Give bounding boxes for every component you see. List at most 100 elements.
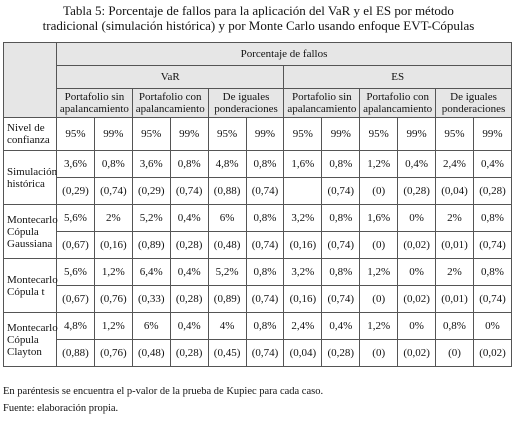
p-value: (0,02) xyxy=(397,339,437,367)
p-value: (0,48) xyxy=(131,339,171,367)
confidence-level: 95% xyxy=(435,117,474,151)
p-value: (0,74) xyxy=(169,177,209,205)
p-value: (0,67) xyxy=(56,285,95,313)
failure-rate: 2% xyxy=(435,258,474,286)
failure-rate: 0,4% xyxy=(169,204,209,232)
failure-rate: 2,4% xyxy=(435,150,474,178)
portfolio-header: Portafolio con apalancamiento xyxy=(131,88,209,118)
failure-rate: 0% xyxy=(397,312,437,340)
confidence-level: 99% xyxy=(169,117,209,151)
portfolio-header: Portafolio sin apalancamiento xyxy=(283,88,361,118)
confidence-row: Nivel de confianza 95% 99% 95% 99% 95% 99% 95% 9… xyxy=(3,117,513,151)
p-value: (0) xyxy=(359,231,399,259)
confidence-level: 99% xyxy=(397,117,437,151)
failure-rate: 3,2% xyxy=(283,258,323,286)
p-value: (0) xyxy=(359,177,399,205)
p-value: (0,28) xyxy=(472,177,513,205)
failure-rate: 0,8% xyxy=(321,150,361,178)
p-value-row: (0,67) (0,16) (0,89) (0,28) (0,48) (0,74) (0,1… xyxy=(4,231,513,259)
confidence-level: 95% xyxy=(359,117,399,151)
failure-rate: 3,6% xyxy=(56,150,95,178)
p-value: (0,28) xyxy=(397,177,437,205)
failure-rate: 5,2% xyxy=(207,258,247,286)
failure-rate: 6,4% xyxy=(131,258,171,286)
p-value xyxy=(283,177,323,205)
p-value: (0,04) xyxy=(435,177,474,205)
failure-rate: 0,8% xyxy=(321,258,361,286)
p-value: (0,02) xyxy=(472,339,513,367)
failure-rate: 1,2% xyxy=(359,150,399,178)
failure-rate: 0% xyxy=(397,204,437,232)
failure-rate: 0,4% xyxy=(321,312,361,340)
p-value: (0,28) xyxy=(169,285,209,313)
p-value: (0,33) xyxy=(131,285,171,313)
failure-rate: 0% xyxy=(397,258,437,286)
p-value: (0,02) xyxy=(397,285,437,313)
p-value: (0,74) xyxy=(472,285,513,313)
row-label: Nivel de confianza xyxy=(3,117,57,151)
p-value: (0,02) xyxy=(397,231,437,259)
confidence-level: 95% xyxy=(207,117,247,151)
header-row: Porcentaje de fallos xyxy=(3,42,512,118)
failure-rate: 2,4% xyxy=(283,312,323,340)
p-value: (0,74) xyxy=(93,177,133,205)
p-value: (0,76) xyxy=(93,339,133,367)
method-label: Montecarlo Cópula t xyxy=(3,258,58,313)
p-value: (0,29) xyxy=(131,177,171,205)
p-value: (0,45) xyxy=(207,339,247,367)
p-value: (0,48) xyxy=(207,231,247,259)
p-value: (0,89) xyxy=(207,285,247,313)
p-value: (0,16) xyxy=(93,231,133,259)
p-value: (0,28) xyxy=(169,231,209,259)
failure-rate: 0,4% xyxy=(169,258,209,286)
portfolio-header: De iguales ponderaciones xyxy=(435,88,512,118)
failure-rate: 4,8% xyxy=(56,312,95,340)
header-row: Portafolio sin apalancamiento Portafolio … xyxy=(4,88,512,118)
p-value-row: (0,29) (0,74) (0,29) (0,74) (0,88) (0,74) (0,7… xyxy=(4,177,513,205)
method-label: Montecarlo Cópula Gaussiana xyxy=(3,204,58,259)
failure-row: Simulación histórica 3,6% 0,8% 3,6% 0,8% 4,8%… xyxy=(3,150,513,205)
p-value: (0,16) xyxy=(283,231,323,259)
portfolio-header: Portafolio sin apalancamiento xyxy=(56,88,133,118)
failure-rate: 0,8% xyxy=(169,150,209,178)
failure-rate: 1,2% xyxy=(93,312,133,340)
failure-rate: 1,2% xyxy=(359,258,399,286)
p-value: (0,28) xyxy=(321,339,361,367)
table-caption: Tabla 5: Porcentaje de fallos para la ap… xyxy=(42,3,475,33)
failure-rate: 4% xyxy=(207,312,247,340)
method-label: Montecarlo Cópula Clayton xyxy=(3,312,58,367)
failure-rate: 1,2% xyxy=(93,258,133,286)
confidence-level: 99% xyxy=(472,117,513,151)
failure-rate: 0,8% xyxy=(245,150,285,178)
p-value: (0,29) xyxy=(56,177,95,205)
p-value: (0,74) xyxy=(245,231,285,259)
corner-cell xyxy=(3,42,57,118)
failure-rate: 5,6% xyxy=(56,204,95,232)
confidence-level: 99% xyxy=(245,117,285,151)
failure-rate: 0,8% xyxy=(435,312,474,340)
failure-rate: 1,6% xyxy=(359,204,399,232)
failure-rate: 1,6% xyxy=(283,150,323,178)
confidence-level: 95% xyxy=(56,117,95,151)
failure-rate: 3,2% xyxy=(283,204,323,232)
p-value: (0,28) xyxy=(169,339,209,367)
p-value: (0) xyxy=(359,339,399,367)
failure-rate: 0,8% xyxy=(245,204,285,232)
confidence-level: 95% xyxy=(283,117,323,151)
measure-header: VaR xyxy=(55,65,285,89)
p-value: (0,01) xyxy=(435,285,474,313)
p-value: (0,74) xyxy=(321,177,361,205)
failure-rate: 0,4% xyxy=(169,312,209,340)
p-value: (0,88) xyxy=(207,177,247,205)
results-table: Porcentaje de fallos VaR ES Portafolio sin … xyxy=(3,42,513,367)
failure-rate: 2% xyxy=(93,204,133,232)
p-value: (0,74) xyxy=(472,231,513,259)
failure-rate: 0,4% xyxy=(472,150,513,178)
p-value: (0) xyxy=(435,339,474,367)
failure-rate: 2% xyxy=(435,204,474,232)
notes: En paréntesis se encuentra el p-valor de… xyxy=(3,383,323,417)
failure-rate: 0,8% xyxy=(93,150,133,178)
table-header: Porcentaje de fallos xyxy=(56,42,512,66)
failure-rate: 6% xyxy=(207,204,247,232)
